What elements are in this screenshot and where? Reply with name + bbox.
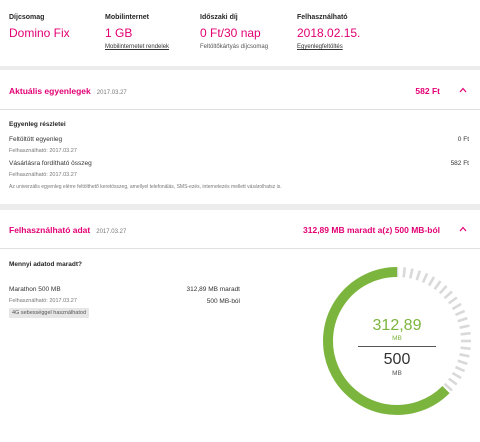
balance-row-value: 582 Ft xyxy=(450,160,469,167)
gauge-tick xyxy=(427,276,436,287)
gauge-tick xyxy=(421,272,429,284)
balance-header[interactable]: Aktuális egyenlegek 2017.03.27 582 Ft xyxy=(0,70,480,110)
data-amount: 312,89 MB maradt a(z) 500 MB-ból xyxy=(303,225,440,235)
speed-tag: 4G sebességgel használhatod xyxy=(9,308,89,318)
mobile-internet-value: 1 GB xyxy=(105,26,133,40)
mobile-internet-label: Mobilinternet xyxy=(105,14,149,21)
gauge-remaining-unit: MB xyxy=(392,335,402,342)
balance-row-value: 0 Ft xyxy=(457,136,469,143)
gauge-tick xyxy=(402,267,407,278)
gauge-tick xyxy=(448,296,458,305)
timed-fee-sub: Feltöltőkártyás díjcsomag xyxy=(200,44,269,50)
balance-amount: 582 Ft xyxy=(415,86,440,96)
gauge-remaining-ticks xyxy=(395,267,471,392)
data-item-sub: Felhasználható: 2017.03.27 xyxy=(9,298,77,304)
gauge-tick xyxy=(457,359,468,366)
gauge-used-arc xyxy=(323,267,450,415)
data-question: Mennyi adatod maradt? xyxy=(9,261,82,268)
gauge-remaining-value: 312,89 xyxy=(372,317,422,334)
gauge-tick xyxy=(438,285,448,295)
gauge-tick xyxy=(451,371,462,380)
gauge-tick xyxy=(448,377,458,386)
gauge-total-value: 500 xyxy=(383,351,411,368)
balance-note: Az univerzális egyenleg elérre feltölthe… xyxy=(9,184,282,190)
gauge-tick xyxy=(443,382,453,392)
gauge-tick xyxy=(454,309,466,317)
gauge-tick xyxy=(415,270,422,281)
balance-title-text: Aktuális egyenlegek xyxy=(9,86,91,96)
gauge-labels: 312,89 MB 500 MB xyxy=(322,266,472,416)
gauge-divider xyxy=(358,346,436,347)
gauge-tick xyxy=(433,280,442,290)
timed-fee-column: Időszaki díj 0 Ft/30 nap Feltöltőkártyás… xyxy=(200,14,268,50)
data-item-label: Marathon 500 MB xyxy=(9,286,61,293)
data-section: Felhasználható adat 2017.03.27 312,89 MB … xyxy=(0,210,480,442)
balance-title: Aktuális egyenlegek 2017.03.27 xyxy=(9,86,127,96)
gauge-tick xyxy=(454,365,466,373)
timed-fee-label: Időszaki díj xyxy=(200,14,238,21)
balance-row-sub: Felhasználható: 2017.03.27 xyxy=(9,172,77,178)
plan-summary-panel: Díjcsomag Domino Fix Mobilinternet 1 GB … xyxy=(0,0,480,66)
plan-column: Díjcsomag Domino Fix xyxy=(9,14,70,40)
gauge-tick xyxy=(460,346,471,351)
balance-row-sub: Felhasználható: 2017.03.27 xyxy=(9,148,77,154)
balance-date: 2017.03.27 xyxy=(96,90,127,96)
gauge-tick xyxy=(443,290,453,300)
gauge-tick xyxy=(460,331,471,336)
mobile-internet-column: Mobilinternet 1 GB Mobilinternetet rende… xyxy=(105,14,169,50)
balance-row-label: Vásárlásra fordítható összeg xyxy=(9,160,92,167)
gauge-total-unit: MB xyxy=(392,370,402,377)
gauge-tick xyxy=(457,316,468,323)
data-title-text: Felhasználható adat xyxy=(9,225,91,235)
data-gauge xyxy=(323,267,471,415)
balance-row-label: Feltöltött egyenleg xyxy=(9,136,63,143)
order-mobile-internet-link[interactable]: Mobilinternetet rendelek xyxy=(105,44,170,50)
balance-details-title: Egyenleg részletei xyxy=(9,121,66,128)
usable-label: Felhasználható xyxy=(297,14,348,21)
gauge-tick xyxy=(459,353,470,358)
timed-fee-value: 0 Ft/30 nap xyxy=(200,26,261,40)
plan-value: Domino Fix xyxy=(9,26,70,40)
data-item-total: 500 MB-ból xyxy=(206,298,240,305)
data-date: 2017.03.27 xyxy=(96,229,127,235)
usable-column: Felhasználható 2018.02.15. Egyenlegfeltö… xyxy=(297,14,360,50)
gauge-tick xyxy=(409,268,414,279)
gauge-tick xyxy=(451,302,462,311)
balance-section: Aktuális egyenlegek 2017.03.27 582 Ft Egy… xyxy=(0,70,480,204)
data-title: Felhasználható adat 2017.03.27 xyxy=(9,225,126,235)
data-item-remaining: 312,89 MB maradt xyxy=(186,286,240,293)
plan-label: Díjcsomag xyxy=(9,14,45,21)
gauge-tick xyxy=(459,324,470,329)
usable-value: 2018.02.15. xyxy=(297,26,361,40)
top-up-link[interactable]: Egyenlegfeltöltés xyxy=(297,44,343,50)
chevron-up-icon[interactable] xyxy=(459,225,467,233)
chevron-up-icon[interactable] xyxy=(459,86,467,94)
data-header[interactable]: Felhasználható adat 2017.03.27 312,89 MB … xyxy=(0,210,480,249)
